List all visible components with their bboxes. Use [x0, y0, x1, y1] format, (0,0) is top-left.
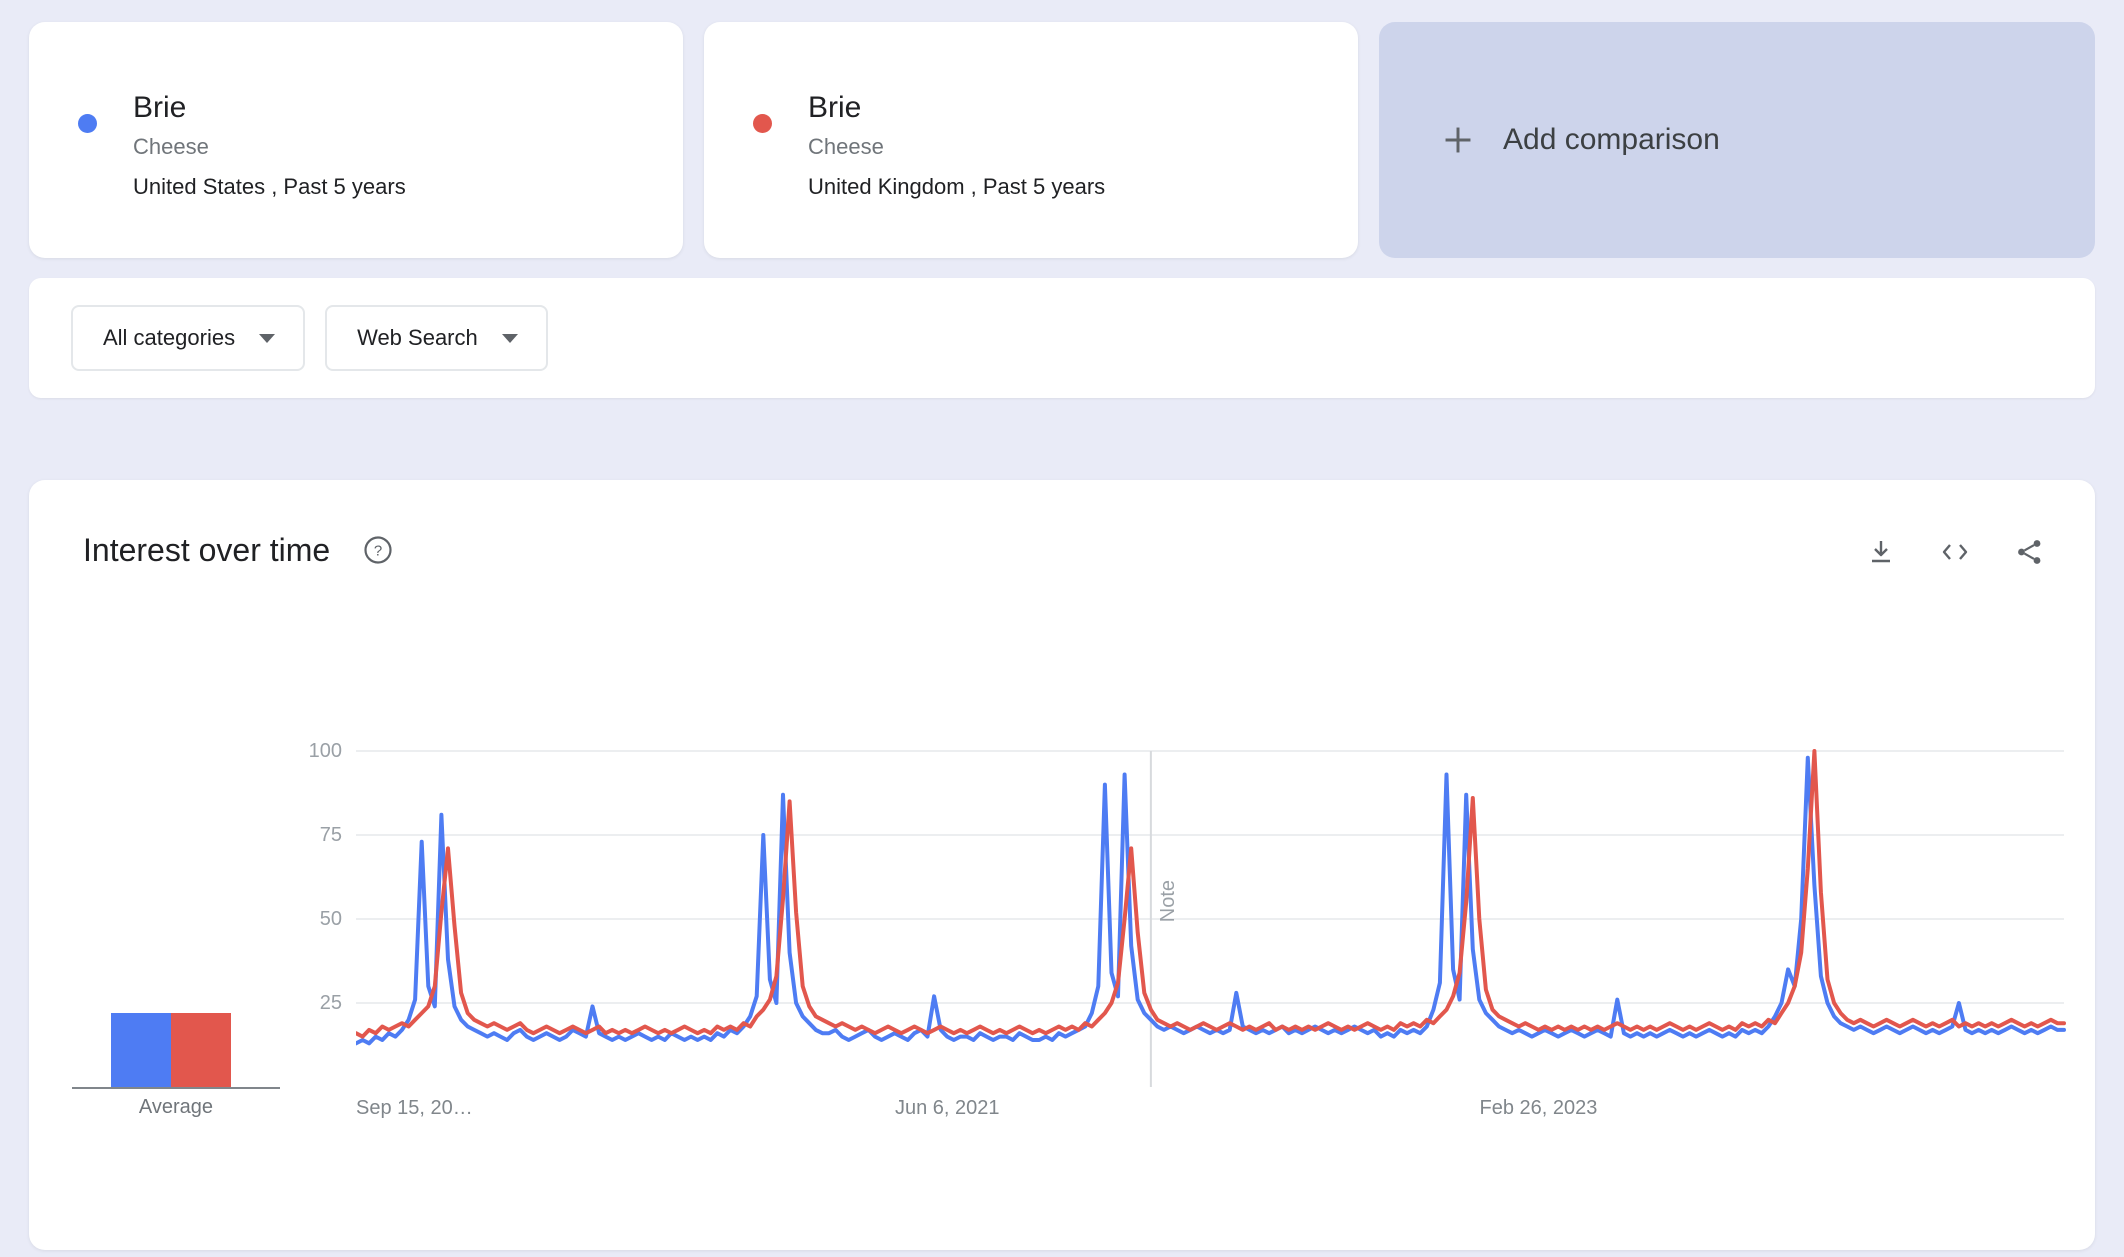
term-text-block: Brie Cheese United Kingdom , Past 5 year…	[808, 88, 1105, 202]
series-color-dot-blue	[78, 114, 97, 133]
chevron-down-icon	[501, 333, 518, 343]
embed-button[interactable]	[1933, 530, 1977, 574]
x-axis-tick-label: Jun 6, 2021	[894, 1097, 1000, 1119]
plus-icon	[1445, 127, 1471, 153]
download-icon	[1872, 541, 1890, 563]
term-category: Cheese	[808, 134, 884, 159]
chevron-down-icon	[259, 333, 276, 343]
search-term-card-united-kingdom[interactable]: Brie Cheese United Kingdom , Past 5 year…	[704, 22, 1358, 258]
help-button[interactable]: ?	[356, 528, 400, 572]
x-axis-tick-label: Feb 26, 2023	[1479, 1097, 1598, 1119]
add-comparison-label: Add comparison	[1503, 123, 1720, 156]
term-text-block: Brie Cheese United States , Past 5 years	[133, 88, 406, 202]
svg-text:?: ?	[374, 543, 382, 560]
widget-actions	[1859, 530, 2051, 574]
category-filter-dropdown[interactable]: All categories	[71, 305, 306, 371]
term-scope: United States , Past 5 years	[133, 174, 406, 199]
filters-bar: All categories Web Search	[29, 278, 2095, 398]
share-icon	[2018, 540, 2041, 564]
y-axis-tick-label: 25	[319, 992, 342, 1014]
widget-title: Interest over time	[83, 531, 331, 568]
add-comparison-button[interactable]: Add comparison	[1379, 22, 2095, 258]
y-axis-tick-label: 100	[308, 740, 342, 762]
term-title: Brie	[808, 91, 862, 124]
category-filter-label: All categories	[103, 325, 236, 350]
comparison-row: Brie Cheese United States , Past 5 years…	[0, 0, 2124, 258]
term-title: Brie	[133, 91, 187, 124]
embed-icon	[1942, 544, 1968, 560]
average-bars	[111, 967, 232, 1087]
trend-line-brie-united-states	[356, 755, 2066, 1046]
term-scope: United Kingdom , Past 5 years	[808, 174, 1106, 199]
y-axis-tick-label: 75	[319, 824, 342, 846]
search-type-filter-label: Web Search	[357, 325, 478, 350]
term-category: Cheese	[133, 134, 209, 159]
note-marker-label[interactable]: Note	[1156, 880, 1179, 923]
average-label: Average	[138, 1096, 214, 1118]
search-term-card-united-states[interactable]: Brie Cheese United States , Past 5 years	[29, 22, 683, 258]
average-baseline	[72, 1087, 280, 1089]
trend-line-brie-united-kingdom	[356, 749, 2066, 1039]
widget-header: Interest over time ?	[83, 528, 400, 572]
search-type-filter-dropdown[interactable]: Web Search	[325, 305, 548, 371]
interest-over-time-card: Interest over time ?	[29, 480, 2095, 1250]
average-bar-brie-united-kingdom	[171, 1013, 231, 1087]
x-axis-tick-label: Sep 15, 20…	[356, 1097, 473, 1119]
share-button[interactable]	[2007, 530, 2051, 574]
average-bar-brie-united-states	[111, 1013, 171, 1087]
help-icon: ?	[364, 536, 392, 564]
series-color-dot-red	[753, 114, 772, 133]
trend-chart-plot[interactable]	[356, 721, 2068, 1101]
y-axis-tick-label: 50	[319, 908, 342, 930]
download-button[interactable]	[1859, 530, 1903, 574]
